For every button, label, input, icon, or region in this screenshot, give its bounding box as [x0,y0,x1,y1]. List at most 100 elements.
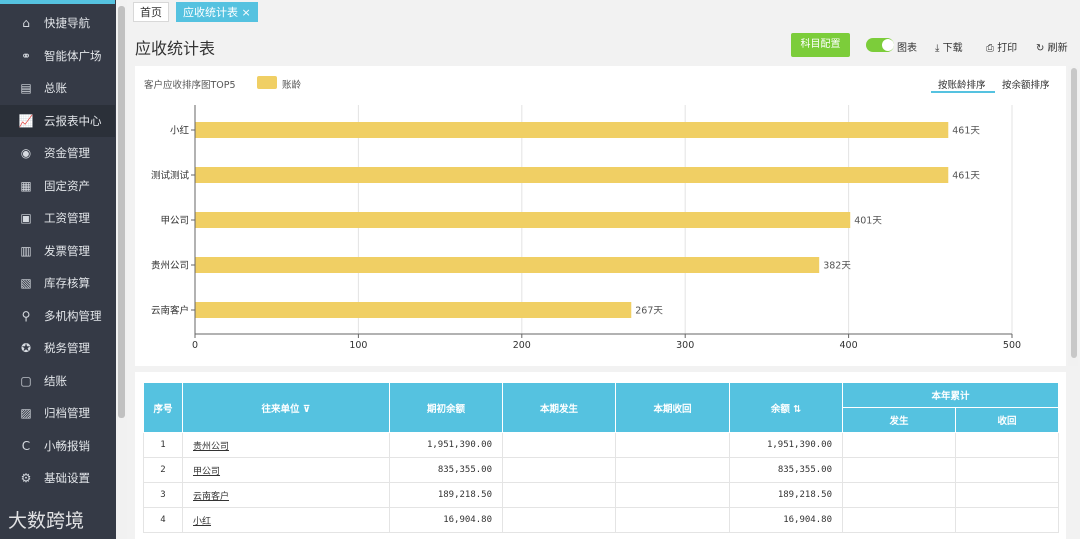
filter-icon[interactable]: ⊽ [302,403,311,415]
col-party[interactable]: 往来单位 ⊽ [182,382,390,433]
cell-recover [615,432,730,458]
sort-icon[interactable]: ⇅ [793,403,802,415]
legend-label[interactable]: 账龄 [282,80,302,91]
receivables-table: 序号 往来单位 ⊽ 期初余额 本期发生 本期收回 余额 ⇅ 本年累计 发生 收回… [143,382,1060,533]
cell-opening: 189,218.50 [389,482,503,508]
chart-toggle-knob[interactable] [882,39,894,51]
download-button[interactable]: ⤓ 下载 [935,39,963,54]
sidebar-item-label: 快捷导航 [44,16,90,30]
col-balance[interactable]: 余额 ⇅ [729,382,843,433]
archive-icon: ▨ [20,406,32,420]
sidebar-item-8[interactable]: ▧ 库存核算 [0,267,115,299]
sidebar-item-11[interactable]: ▢ 结账 [0,365,115,397]
cell-party[interactable]: 小红 [182,507,390,533]
bar-value-label: 461天 [952,171,980,182]
col-recover: 本期收回 [615,382,730,433]
sidebar-item-label: 发票管理 [44,243,90,258]
cell-party[interactable]: 云南客户 [182,482,390,508]
bar-value-label: 267天 [635,306,663,317]
print-button[interactable]: ⎙ 打印 [986,39,1017,54]
sidebar: ⌂ 快捷导航 ⚭ 智能体广场 ▤ 总账 📈 云报表中心 ◉ 资金管理 ▦ 固定资产 ▣ 工资管理 ▥ 发票管理… [0,0,127,539]
cell-opening: 835,355.00 [389,457,503,483]
bar[interactable] [195,302,632,318]
sidebar-item-0[interactable]: ⌂ 快捷导航 [0,7,115,39]
cell-party[interactable]: 甲公司 [182,457,390,483]
cell-ytd_recover [954,482,1060,508]
sidebar-item-label: 多机构管理 [44,308,102,323]
x-tick-label: 0 [192,340,198,351]
sidebar-scrollbar-thumb[interactable] [118,6,125,418]
col-ytd-occur: 发生 [842,407,956,433]
download-label: 下载 [942,43,963,54]
table-row[interactable]: 2 甲公司 835,355.00 835,355.00 [143,457,1060,483]
sidebar-item-4[interactable]: ◉ 资金管理 [0,137,115,169]
sidebar-item-label: 工资管理 [44,211,90,225]
salary-icon: ▣ [20,211,32,225]
close-icon[interactable]: × [241,6,251,19]
sidebar-item-label: 小畅报销 [44,438,90,453]
table-row[interactable]: 3 云南客户 189,218.50 189,218.50 [143,482,1060,508]
sidebar-item-label: 库存核算 [44,276,90,290]
chart-toggle-label: 图表 [897,43,917,54]
sidebar-item-14[interactable]: ⚙ 基础设置 [0,462,115,494]
chart-icon: 📈 [18,113,34,128]
cell-occur [502,432,616,458]
table-row[interactable]: 4 小红 16,904.80 16,904.80 [143,507,1060,533]
sidebar-item-label: 结账 [44,373,67,388]
cell-ytd_recover [954,432,1060,458]
print-icon: ⎙ [986,43,994,54]
cell-occur [502,457,616,483]
tab-home[interactable]: 首页 [133,2,169,22]
cell-ytd_occur [842,482,956,508]
sidebar-item-6[interactable]: ▣ 工资管理 [0,202,115,234]
x-tick-label: 100 [349,340,367,351]
sidebar-item-label: 智能体广场 [44,48,102,63]
cell-seq: 4 [143,507,183,533]
bar[interactable] [195,257,820,273]
sidebar-top-accent [0,0,115,4]
account-config-button[interactable]: 科目配置 [791,33,850,57]
y-tick-label: 测试测试 [151,170,190,182]
sidebar-item-13[interactable]: C 小畅报销 [0,430,115,462]
refresh-button[interactable]: ↻ 刷新 [1036,39,1068,54]
cell-recover [615,482,730,508]
sort-by-age-tab[interactable]: 按账龄排序 [938,80,986,91]
settings-icon: ⚙ [20,471,32,485]
cell-balance: 1,951,390.00 [729,432,843,458]
refresh-label: 刷新 [1047,43,1068,54]
bar[interactable] [195,167,949,183]
bar[interactable] [195,122,949,138]
sidebar-item-2[interactable]: ▤ 总账 [0,72,115,104]
cell-balance: 189,218.50 [729,482,843,508]
tab-receivables[interactable]: 应收统计表 × [176,2,258,22]
sort-by-balance-tab[interactable]: 按余额排序 [1002,80,1050,91]
cell-balance: 16,904.80 [729,507,843,533]
page-title: 应收统计表 [135,39,216,58]
y-tick-label: 小红 [170,125,190,137]
content-scrollbar-thumb[interactable] [1071,68,1077,358]
sidebar-item-9[interactable]: ⚲ 多机构管理 [0,300,115,332]
sidebar-item-7[interactable]: ▥ 发票管理 [0,235,115,267]
bar-value-label: 382天 [823,261,851,272]
cell-opening: 1,951,390.00 [389,432,503,458]
col-opening: 期初余额 [389,382,503,433]
sidebar-item-3[interactable]: 📈 云报表中心 [0,104,115,137]
cell-party[interactable]: 贵州公司 [182,432,390,458]
cell-recover [615,507,730,533]
sidebar-item-label: 固定资产 [44,178,90,193]
sidebar-item-label: 总账 [44,81,67,95]
receivables-chart: 461天 461天 401天 382天 267天 0 100 200 300 400 500 小红测… [151,105,1021,351]
legend-swatch[interactable] [257,76,277,89]
close-period-icon: ▢ [20,373,32,388]
bar[interactable] [195,212,851,228]
y-tick-label: 云南客户 [151,305,189,317]
cell-occur [502,482,616,508]
cell-seq: 3 [143,482,183,508]
bar-value-label: 461天 [952,126,980,137]
tab-home-label: 首页 [140,6,162,19]
sidebar-item-12[interactable]: ▨ 归档管理 [0,397,115,429]
sidebar-item-5[interactable]: ▦ 固定资产 [0,170,115,202]
sidebar-item-1[interactable]: ⚭ 智能体广场 [0,40,115,72]
table-row[interactable]: 1 贵州公司 1,951,390.00 1,951,390.00 [143,432,1060,458]
sidebar-item-10[interactable]: ✪ 税务管理 [0,332,115,364]
